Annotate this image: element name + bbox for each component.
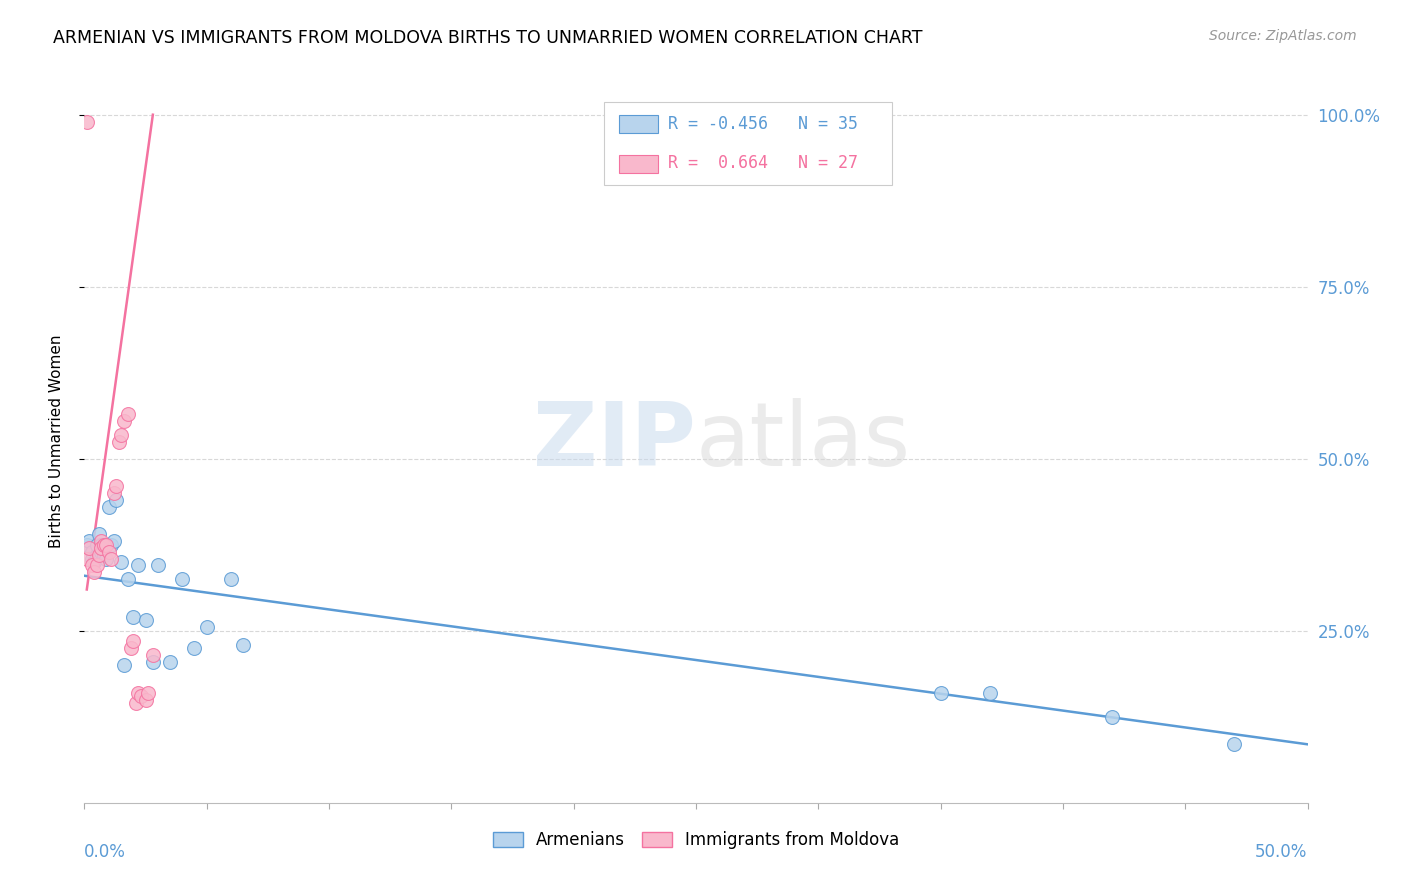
Point: [80, 551, 103, 566]
Point: [86, 538, 108, 552]
Point: [80, 544, 103, 558]
Point: [195, 620, 218, 634]
Point: [76, 114, 98, 128]
FancyBboxPatch shape: [619, 154, 658, 173]
Point: [103, 486, 125, 500]
Point: [77, 534, 100, 549]
Point: [80, 558, 103, 573]
Point: [110, 427, 132, 442]
Point: [86, 558, 108, 573]
Point: [93, 538, 115, 552]
Point: [129, 689, 152, 703]
Point: [76, 551, 98, 566]
Point: [135, 692, 157, 706]
Point: [96, 551, 118, 566]
Point: [979, 686, 1001, 700]
Point: [125, 696, 148, 710]
Point: [112, 414, 135, 428]
Point: [929, 686, 952, 700]
Text: atlas: atlas: [696, 398, 911, 485]
Legend: Armenians, Immigrants from Moldova: Armenians, Immigrants from Moldova: [486, 824, 905, 856]
Text: R =  0.664   N = 27: R = 0.664 N = 27: [668, 154, 858, 172]
Point: [105, 493, 128, 508]
Point: [86, 548, 108, 562]
Point: [159, 655, 181, 669]
Point: [100, 551, 122, 566]
Text: 50.0%: 50.0%: [1256, 843, 1308, 861]
Point: [87, 548, 110, 562]
FancyBboxPatch shape: [619, 115, 658, 133]
Point: [76, 538, 98, 552]
Point: [77, 541, 100, 556]
Point: [103, 534, 125, 549]
Text: ZIP: ZIP: [533, 398, 696, 485]
Point: [93, 548, 115, 562]
Point: [142, 655, 165, 669]
Point: [90, 534, 112, 549]
Point: [90, 544, 112, 558]
Point: [122, 634, 145, 648]
Point: [83, 555, 105, 569]
Point: [112, 658, 135, 673]
Point: [87, 527, 110, 541]
Point: [96, 538, 118, 552]
Point: [1101, 710, 1123, 724]
Text: R = -0.456   N = 35: R = -0.456 N = 35: [668, 115, 858, 133]
Point: [183, 640, 205, 655]
Point: [90, 538, 112, 552]
Point: [93, 541, 115, 556]
Point: [172, 572, 194, 586]
Point: [142, 648, 165, 662]
Point: [122, 610, 145, 624]
Point: [100, 538, 122, 552]
Point: [107, 434, 129, 449]
Point: [120, 640, 142, 655]
Point: [110, 555, 132, 569]
Point: [135, 614, 157, 628]
Point: [219, 572, 242, 586]
Point: [127, 558, 149, 573]
Point: [117, 572, 139, 586]
Point: [83, 566, 105, 580]
Text: ARMENIAN VS IMMIGRANTS FROM MOLDOVA BIRTHS TO UNMARRIED WOMEN CORRELATION CHART: ARMENIAN VS IMMIGRANTS FROM MOLDOVA BIRT…: [53, 29, 922, 46]
Point: [136, 686, 159, 700]
FancyBboxPatch shape: [605, 102, 891, 185]
Point: [232, 638, 254, 652]
Point: [97, 544, 120, 558]
Point: [127, 686, 149, 700]
Point: [146, 558, 169, 573]
Point: [105, 479, 128, 493]
Point: [97, 500, 120, 514]
Point: [1223, 737, 1246, 751]
Text: 0.0%: 0.0%: [84, 843, 127, 861]
Point: [117, 407, 139, 421]
Y-axis label: Births to Unmarried Women: Births to Unmarried Women: [49, 334, 63, 549]
Text: Source: ZipAtlas.com: Source: ZipAtlas.com: [1209, 29, 1357, 43]
Point: [90, 541, 112, 556]
